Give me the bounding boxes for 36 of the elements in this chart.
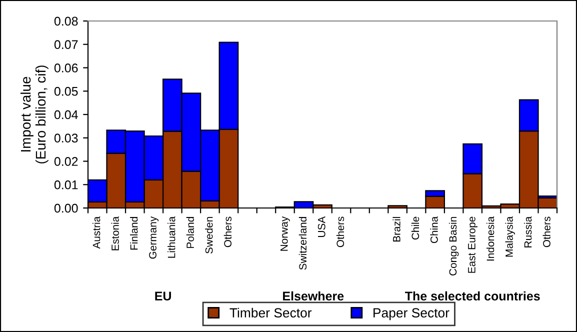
x-tick-label: Germany bbox=[149, 216, 159, 259]
x-tick-label: Chile bbox=[411, 216, 420, 240]
legend-label: Timber Sector bbox=[230, 308, 312, 318]
x-tick-label: Brazil bbox=[392, 217, 400, 242]
x-tick-label: Norway bbox=[280, 216, 290, 251]
x-tick-label: Others bbox=[224, 216, 232, 248]
y-tick-label: 0.03 bbox=[54, 134, 78, 143]
x-tick-label: Malaysia bbox=[505, 216, 515, 257]
x-tick-label: China bbox=[430, 216, 438, 244]
y-tick-label: 0.05 bbox=[54, 86, 78, 96]
y-axis-title: Import value (Euro billion, cif) bbox=[20, 66, 48, 164]
y-tick-label: 0.00 bbox=[54, 204, 78, 213]
x-tick-label: Indonesia bbox=[486, 216, 494, 261]
y-tick-label: 0.02 bbox=[54, 157, 78, 166]
text: Elsewhere bbox=[283, 291, 344, 301]
x-tick-label: USA bbox=[318, 216, 326, 237]
x-tick-label: Russia bbox=[524, 216, 532, 248]
x-tick-label: Others bbox=[542, 216, 550, 248]
x-tick-label: Austria bbox=[92, 216, 100, 249]
y-tick-label: 0.06 bbox=[54, 64, 78, 72]
y-tick-label: 0.01 bbox=[54, 180, 78, 190]
x-tick-label: Sweden bbox=[205, 217, 213, 254]
y-tick-label: 0.08 bbox=[54, 16, 78, 26]
x-tick-label: Congo Basin bbox=[448, 217, 459, 276]
x-tick-label: Estonia bbox=[111, 216, 119, 250]
text: EU bbox=[155, 292, 171, 301]
text: The selected countries bbox=[404, 291, 540, 301]
x-tick-label: Finland bbox=[130, 217, 138, 250]
x-tick-label: Switzerland bbox=[298, 217, 307, 270]
x-tick-label: Lithuania bbox=[168, 216, 176, 258]
legend-label: Paper Sector bbox=[374, 308, 450, 320]
x-tick-label: East Europe bbox=[468, 216, 478, 273]
x-tick-label: Poland bbox=[186, 217, 194, 248]
y-tick-label: 0.04 bbox=[54, 110, 78, 120]
x-tick-label: Others bbox=[336, 216, 344, 248]
y-tick-label: 0.07 bbox=[54, 40, 78, 50]
